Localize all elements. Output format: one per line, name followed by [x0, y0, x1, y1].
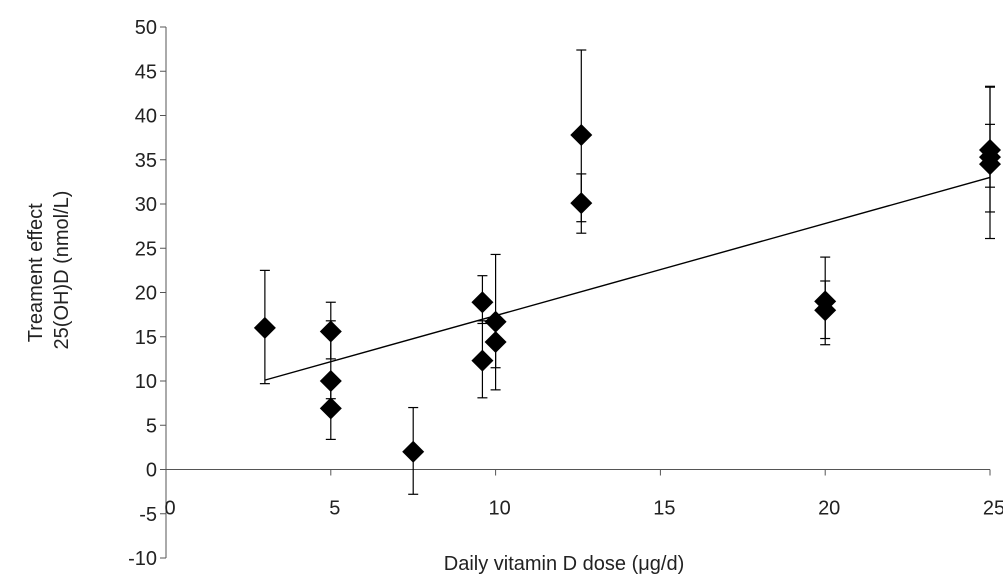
diamond-marker: [471, 349, 494, 372]
y-tick-label: 15: [135, 327, 157, 349]
y-tick-label: 50: [135, 17, 157, 39]
data-point: [814, 280, 837, 340]
y-axis-title-line-1: Treament effect: [25, 203, 47, 342]
y-tick-label: 40: [135, 106, 157, 128]
y-tick-label: -5: [139, 504, 157, 526]
data-point: [253, 269, 276, 385]
y-tick-label: 5: [146, 415, 157, 437]
data-point: [471, 275, 494, 325]
diamond-marker: [402, 440, 425, 463]
diamond-marker: [471, 291, 494, 314]
y-tick-label: 20: [135, 283, 157, 305]
trendline: [264, 176, 991, 381]
y-tick-label: 35: [135, 150, 157, 172]
x-axis-title: Daily vitamin D dose (μg/d): [444, 553, 685, 575]
y-tick-label: 30: [135, 194, 157, 216]
diamond-marker: [814, 299, 837, 322]
y-tick-label: 0: [146, 460, 157, 482]
data-point: [319, 384, 342, 441]
data-point: [570, 173, 593, 234]
trendline-group: [264, 176, 991, 381]
y-tick-label: 25: [135, 238, 157, 260]
diamond-marker: [570, 192, 593, 215]
diamond-marker: [570, 123, 593, 146]
data-point: [484, 315, 507, 369]
diamond-marker: [253, 316, 276, 339]
data-point: [402, 406, 425, 495]
diamond-marker: [484, 331, 507, 354]
data-points: [253, 49, 1001, 495]
x-tick-label: 10: [488, 498, 510, 520]
y-axis-title: Treament effect 25(OH)D (nmol/L): [25, 191, 73, 350]
y-tick-label: 45: [135, 61, 157, 83]
diamond-marker: [319, 370, 342, 392]
y-tick-label: 10: [135, 371, 157, 393]
x-tick-label: 15: [653, 498, 675, 520]
data-point: [471, 320, 494, 399]
diamond-marker: [319, 397, 342, 420]
data-point: [979, 86, 1001, 240]
diamond-marker: [979, 153, 1001, 176]
y-axis-title-line-2: 25(OH)D (nmol/L): [51, 191, 73, 350]
y-axis: -10 -5 0 5 10 15 20 25 30 35 40 45 50: [128, 17, 167, 570]
y-tick-label: -10: [128, 548, 157, 570]
x-axis: 0 5 10 15 20 25: [164, 469, 1003, 520]
x-tick-label: 5: [329, 498, 340, 520]
x-tick-label: 0: [164, 498, 175, 520]
x-tick-label: 20: [818, 498, 840, 520]
x-tick-label: 25: [983, 498, 1003, 520]
